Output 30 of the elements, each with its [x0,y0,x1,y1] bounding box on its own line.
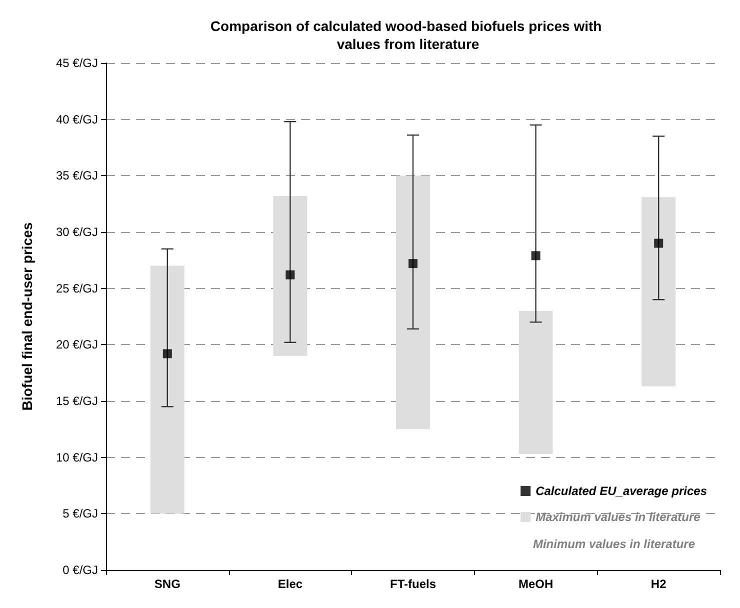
x-tick-label: MeOH [518,577,554,591]
y-tick-label: 10 €/GJ [56,450,98,464]
point [286,270,295,280]
bar [642,197,676,386]
chart-title: Comparison of calculated wood-based biofuels prices with values from literature [210,18,606,52]
y-tick-label: 30 €/GJ [56,225,98,239]
y-axis-title: Biofuel final end-user prices [19,222,35,411]
bar [518,310,553,454]
point [654,238,664,248]
y-tick-label: 20 €/GJ [56,338,98,352]
bar [150,266,184,514]
annotation: Minimum values in literature [532,537,696,551]
legend-label: Calculated EU_average prices [536,484,708,498]
y-tick-label: 25 €/GJ [56,281,98,296]
point [408,259,418,268]
y-tick-label: 45 €/GJ [56,56,98,70]
x-tick-label: Elec [278,577,303,591]
point [531,251,540,260]
y-tick-label: 5 €/GJ [62,506,98,521]
y-tick-label: 40 €/GJ [56,112,98,126]
x-tick-label: FT-fuels [390,577,436,591]
y-tick-label: 0 €/GJ [62,563,98,577]
bar [273,196,308,356]
legend-label: Maximum values in literature [536,510,701,524]
y-tick-label: 15 €/GJ [56,394,98,408]
y-tick-label: 35 €/GJ [56,168,98,183]
x-tick-label: H2 [650,577,667,591]
point [162,349,172,358]
x-tick-label: SNG [154,577,180,591]
bar [396,176,430,430]
